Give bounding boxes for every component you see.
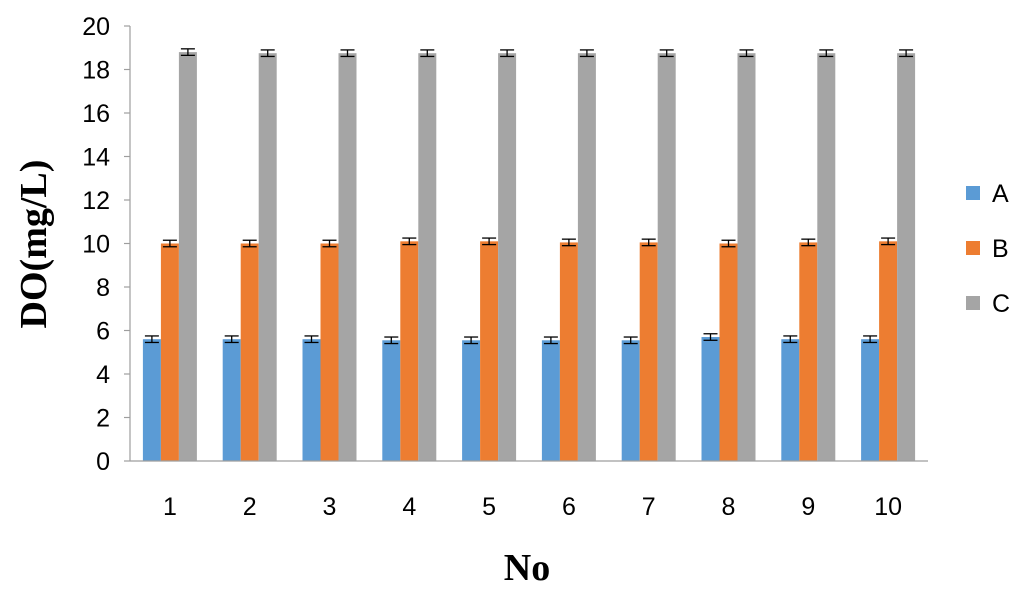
bar-A-3 — [302, 339, 321, 461]
error-bar-A-5 — [464, 336, 479, 345]
y-tick-label: 2 — [96, 405, 110, 433]
error-bar-C-1 — [180, 48, 195, 57]
bar-A-8 — [701, 337, 720, 461]
error-bar-A-7 — [623, 336, 638, 345]
bar-C-6 — [577, 53, 596, 461]
bar-A-10 — [861, 339, 880, 461]
bar-C-8 — [737, 53, 756, 461]
error-bar-B-1 — [162, 239, 177, 248]
error-bar-B-2 — [242, 239, 257, 248]
error-bar-B-10 — [881, 237, 896, 246]
bar-C-9 — [817, 53, 836, 461]
y-tick-label: 0 — [96, 448, 110, 476]
bar-B-1 — [160, 243, 179, 461]
error-bar-B-7 — [641, 238, 656, 247]
error-bar-B-4 — [402, 237, 417, 246]
bar-B-3 — [320, 243, 339, 461]
x-axis-title: No — [504, 547, 550, 589]
bar-C-7 — [657, 53, 676, 461]
error-bar-A-6 — [543, 336, 558, 345]
x-axis-ticks: 1 2 3 4 5 6 7 8 9 10 — [163, 493, 902, 521]
y-tick-label: 16 — [82, 100, 110, 128]
error-bar-C-2 — [260, 49, 275, 58]
bar-B-4 — [400, 241, 419, 461]
error-bar-A-3 — [304, 335, 319, 344]
error-bar-B-9 — [801, 238, 816, 247]
error-bars-layer — [144, 48, 914, 345]
y-tick-label: 12 — [82, 187, 110, 215]
error-bar-C-6 — [579, 49, 594, 58]
error-bar-C-4 — [420, 49, 435, 58]
y-tick-label: 8 — [96, 274, 110, 302]
y-axis-ticks: 0 2 4 6 8 10 12 14 16 18 20 — [82, 13, 130, 476]
legend-item-C: C — [966, 290, 1010, 318]
y-tick-label: 4 — [96, 361, 110, 389]
legend-swatch — [966, 296, 980, 310]
y-tick-label: 20 — [82, 13, 110, 41]
bar-B-6 — [559, 242, 578, 461]
y-tick-label: 14 — [82, 144, 110, 172]
error-bar-C-5 — [500, 49, 515, 58]
error-bar-B-5 — [482, 237, 497, 246]
bar-C-3 — [338, 53, 357, 461]
error-bar-A-4 — [384, 336, 399, 345]
error-bar-B-3 — [322, 239, 337, 248]
y-tick-label: 6 — [96, 318, 110, 346]
error-bar-A-10 — [863, 335, 878, 344]
x-tick-label: 4 — [402, 493, 416, 521]
legend-item-A: A — [966, 180, 1009, 208]
legend: ABC — [966, 180, 1010, 318]
bar-B-10 — [879, 241, 898, 461]
x-tick-label: 6 — [562, 493, 576, 521]
bar-A-4 — [382, 340, 401, 461]
error-bar-B-6 — [561, 238, 576, 247]
bar-A-2 — [222, 339, 241, 461]
bar-B-7 — [639, 242, 658, 461]
bar-A-5 — [462, 340, 481, 461]
error-bar-A-1 — [144, 335, 159, 344]
y-axis-title: DO(mg/L) — [13, 160, 55, 329]
bar-C-1 — [178, 52, 197, 461]
bar-A-7 — [621, 340, 640, 461]
x-tick-label: 9 — [801, 493, 815, 521]
error-bar-A-2 — [224, 335, 239, 344]
bar-C-5 — [498, 53, 517, 461]
bar-B-2 — [240, 243, 259, 461]
x-tick-label: 8 — [722, 493, 736, 521]
x-tick-label: 10 — [874, 493, 902, 521]
bar-B-8 — [719, 243, 738, 461]
bar-C-2 — [258, 53, 277, 461]
error-bar-C-3 — [340, 49, 355, 58]
bars-layer — [142, 52, 916, 461]
x-tick-label: 7 — [642, 493, 656, 521]
bar-A-9 — [781, 339, 800, 461]
x-tick-label: 3 — [323, 493, 337, 521]
legend-label: C — [992, 290, 1010, 318]
x-tick-label: 1 — [163, 493, 177, 521]
error-bar-C-10 — [899, 49, 914, 58]
legend-item-B: B — [966, 235, 1009, 263]
bar-B-9 — [799, 242, 818, 461]
error-bar-C-9 — [819, 49, 834, 58]
error-bar-B-8 — [721, 239, 736, 248]
bar-B-5 — [480, 241, 499, 461]
error-bar-C-8 — [739, 49, 754, 58]
legend-swatch — [966, 186, 980, 200]
bar-A-1 — [142, 339, 161, 461]
y-tick-label: 18 — [82, 57, 110, 85]
x-tick-label: 5 — [482, 493, 496, 521]
error-bar-C-7 — [659, 49, 674, 58]
error-bar-A-8 — [703, 333, 718, 341]
legend-swatch — [966, 241, 980, 255]
error-bar-A-9 — [783, 335, 798, 344]
bar-C-4 — [418, 53, 437, 461]
bar-C-10 — [897, 53, 916, 461]
x-tick-label: 2 — [243, 493, 257, 521]
legend-label: B — [992, 235, 1009, 263]
legend-label: A — [992, 180, 1009, 208]
y-tick-label: 10 — [82, 231, 110, 259]
bar-A-6 — [541, 340, 560, 461]
